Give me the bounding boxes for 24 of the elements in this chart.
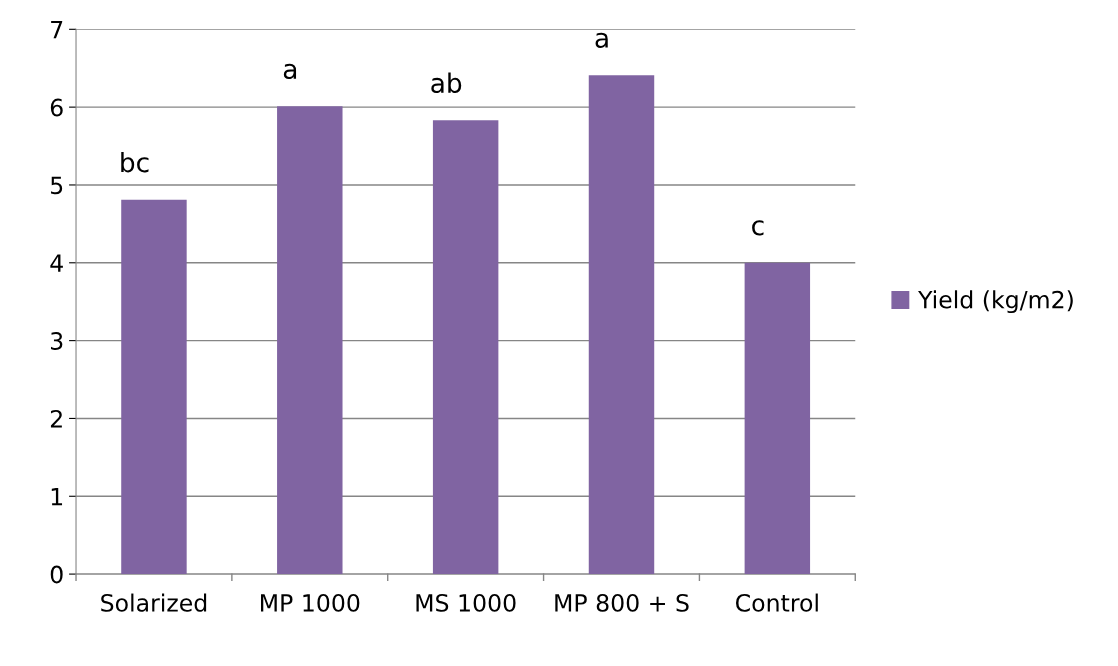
x-tick-label: Solarized: [101, 593, 207, 612]
annotation: ab: [431, 72, 462, 94]
annotation: a: [595, 32, 608, 48]
y-tick-label: 1: [51, 488, 63, 506]
bar: [432, 120, 499, 575]
legend-label: Yield (kg/m2): [918, 290, 1073, 314]
y-tick-label: 4: [50, 254, 63, 272]
y-tick-label: 7: [51, 21, 63, 39]
y-tick-label: 3: [51, 332, 63, 350]
annotation: a: [283, 63, 297, 80]
bar: [588, 75, 655, 575]
y-tick-label: 6: [50, 98, 63, 117]
y-tick-label: 0: [50, 565, 63, 584]
y-tick-label: 2: [50, 409, 62, 428]
annotation: c: [752, 220, 764, 236]
x-tick-label: MS 1000: [416, 593, 516, 612]
x-tick-label: MP 1000: [261, 593, 360, 612]
x-tick-label: MP 800 + S: [555, 593, 689, 612]
bar: [744, 262, 811, 575]
y-tick-label: 5: [51, 176, 63, 195]
annotation: bc: [121, 151, 149, 173]
bar: [121, 199, 187, 575]
x-tick-label: Control: [736, 593, 818, 612]
bar: [277, 106, 343, 575]
